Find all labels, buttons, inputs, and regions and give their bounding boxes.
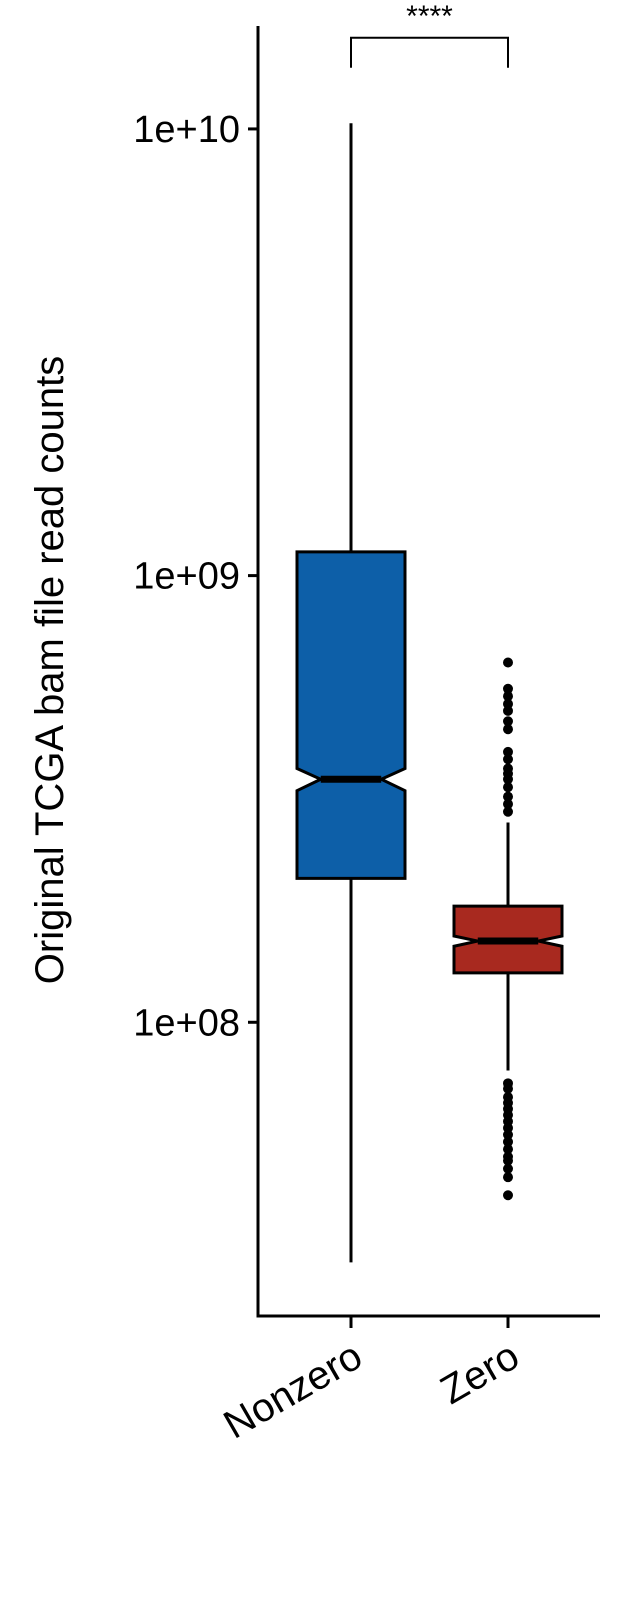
outlier-point xyxy=(503,698,513,709)
x-ticks: Nonzero Zero xyxy=(217,1316,527,1447)
axes xyxy=(256,26,600,1318)
y-ticks: 1e+08 1e+09 1e+10 xyxy=(133,109,258,1044)
significance-label: **** xyxy=(406,0,453,33)
outlier-point xyxy=(503,782,513,793)
x-category-label: Zero xyxy=(433,1334,526,1413)
box-zero xyxy=(452,657,564,1201)
outlier-point xyxy=(503,1190,513,1201)
outlier-point xyxy=(503,806,513,817)
significance-bracket: **** xyxy=(350,0,509,68)
outlier-point xyxy=(503,1144,513,1155)
outlier-point xyxy=(503,724,513,735)
y-tick-label: 1e+09 xyxy=(133,556,240,598)
outlier-point xyxy=(503,683,513,694)
outlier-point xyxy=(503,1172,513,1183)
outlier-point xyxy=(503,1136,513,1147)
x-category-label: Nonzero xyxy=(217,1334,370,1448)
outlier-point xyxy=(503,705,513,716)
outlier-point xyxy=(503,1155,513,1166)
outlier-point xyxy=(503,746,513,757)
outlier-point xyxy=(503,754,513,765)
box-nonzero xyxy=(295,123,407,1263)
outlier-point xyxy=(503,774,513,785)
boxes-layer xyxy=(295,123,564,1263)
y-tick-label: 1e+10 xyxy=(133,109,240,151)
box-body xyxy=(295,550,407,880)
outlier-point xyxy=(503,791,513,802)
outlier-point xyxy=(503,1129,513,1140)
outlier-point xyxy=(503,716,513,727)
outlier-point xyxy=(503,691,513,702)
outlier-point xyxy=(503,1083,513,1094)
y-tick-label: 1e+08 xyxy=(133,1002,240,1044)
outlier-point xyxy=(503,657,513,668)
y-axis-title: Original TCGA bam file read counts xyxy=(28,356,72,984)
significance-bracket-line xyxy=(350,36,509,68)
outlier-point xyxy=(503,799,513,810)
outlier-point xyxy=(503,1163,513,1174)
